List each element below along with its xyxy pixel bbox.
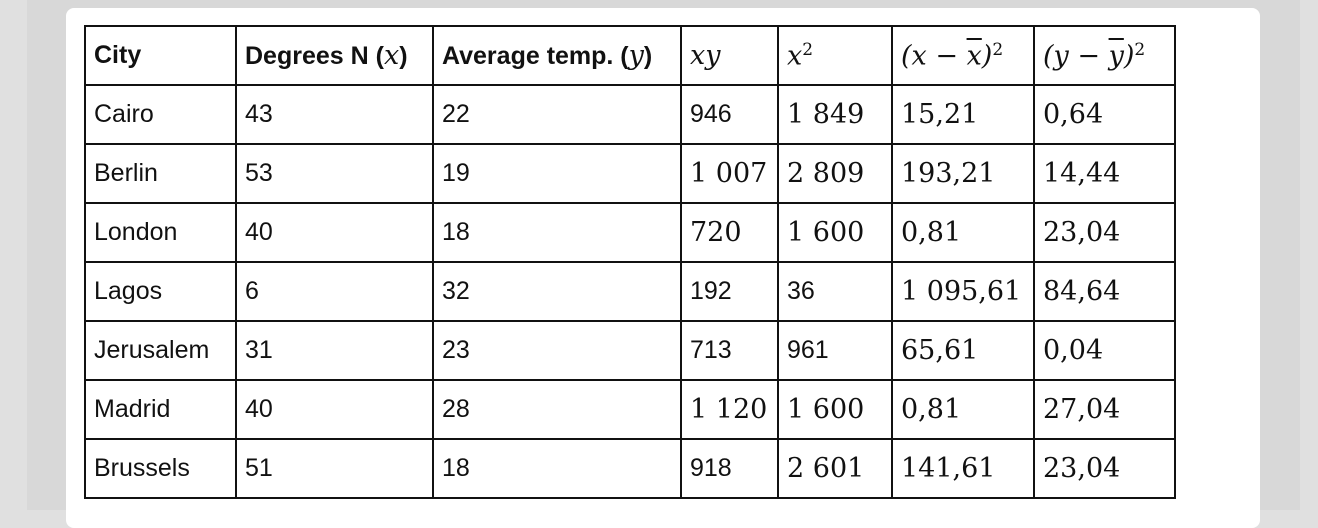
- cell-x-deviation-squared: 193,21: [891, 143, 1035, 204]
- cell-degrees: 43: [235, 84, 434, 145]
- cell-xy: 1 120: [680, 379, 779, 440]
- cell-average-temp: 22: [432, 84, 682, 145]
- table-row: London 40 18 720 1 600 0,81 23,04: [84, 202, 1176, 263]
- cell-city: Berlin: [84, 143, 237, 204]
- cell-x-squared: 1 600: [777, 202, 893, 263]
- cell-xy: 713: [680, 320, 779, 381]
- table-row: Lagos 6 32 192 36 1 095,61 84,64: [84, 261, 1176, 322]
- cell-x-deviation-squared: 15,21: [891, 84, 1035, 145]
- cell-degrees: 31: [235, 320, 434, 381]
- cell-y-deviation-squared: 23,04: [1033, 438, 1176, 499]
- data-table: City Degrees N (x) Average temp. (y) xy …: [84, 25, 1176, 499]
- table-row: Madrid 40 28 1 120 1 600 0,81 27,04: [84, 379, 1176, 440]
- cell-xy: 946: [680, 84, 779, 145]
- header-degrees: Degrees N (x): [235, 25, 434, 86]
- cell-xy: 918: [680, 438, 779, 499]
- header-average-temp: Average temp. (y): [432, 25, 682, 86]
- cell-xy: 1 007: [680, 143, 779, 204]
- cell-x-deviation-squared: 0,81: [891, 379, 1035, 440]
- cell-y-deviation-squared: 14,44: [1033, 143, 1176, 204]
- cell-degrees: 40: [235, 202, 434, 263]
- header-y-deviation-squared: (y − y)2: [1033, 25, 1176, 86]
- cell-city: Jerusalem: [84, 320, 237, 381]
- cell-degrees: 40: [235, 379, 434, 440]
- table-row: Brussels 51 18 918 2 601 141,61 23,04: [84, 438, 1176, 499]
- cell-y-deviation-squared: 84,64: [1033, 261, 1176, 322]
- cell-y-deviation-squared: 27,04: [1033, 379, 1176, 440]
- cell-average-temp: 23: [432, 320, 682, 381]
- cell-city: Brussels: [84, 438, 237, 499]
- cell-degrees: 53: [235, 143, 434, 204]
- cell-degrees: 6: [235, 261, 434, 322]
- table-row: Cairo 43 22 946 1 849 15,21 0,64: [84, 84, 1176, 145]
- cell-x-squared: 1 849: [777, 84, 893, 145]
- header-xy: xy: [680, 25, 779, 86]
- cell-x-deviation-squared: 0,81: [891, 202, 1035, 263]
- cell-degrees: 51: [235, 438, 434, 499]
- table-row: Jerusalem 31 23 713 961 65,61 0,04: [84, 320, 1176, 381]
- cell-city: Madrid: [84, 379, 237, 440]
- cell-x-squared: 1 600: [777, 379, 893, 440]
- cell-xy: 192: [680, 261, 779, 322]
- cell-x-squared: 36: [777, 261, 893, 322]
- cell-xy: 720: [680, 202, 779, 263]
- cell-y-deviation-squared: 23,04: [1033, 202, 1176, 263]
- cell-x-squared: 2 601: [777, 438, 893, 499]
- cell-average-temp: 19: [432, 143, 682, 204]
- cell-x-deviation-squared: 65,61: [891, 320, 1035, 381]
- cell-x-deviation-squared: 141,61: [891, 438, 1035, 499]
- cell-x-squared: 2 809: [777, 143, 893, 204]
- cell-average-temp: 18: [432, 202, 682, 263]
- cell-y-deviation-squared: 0,64: [1033, 84, 1176, 145]
- cell-average-temp: 28: [432, 379, 682, 440]
- header-x-squared: x2: [777, 25, 893, 86]
- cell-average-temp: 18: [432, 438, 682, 499]
- cell-average-temp: 32: [432, 261, 682, 322]
- cell-x-deviation-squared: 1 095,61: [891, 261, 1035, 322]
- cell-city: Cairo: [84, 84, 237, 145]
- header-city: City: [84, 25, 237, 86]
- header-x-deviation-squared: (x − x)2: [891, 25, 1035, 86]
- cell-y-deviation-squared: 0,04: [1033, 320, 1176, 381]
- header-row: City Degrees N (x) Average temp. (y) xy …: [84, 25, 1176, 86]
- table-row: Berlin 53 19 1 007 2 809 193,21 14,44: [84, 143, 1176, 204]
- cell-city: London: [84, 202, 237, 263]
- cell-city: Lagos: [84, 261, 237, 322]
- cell-x-squared: 961: [777, 320, 893, 381]
